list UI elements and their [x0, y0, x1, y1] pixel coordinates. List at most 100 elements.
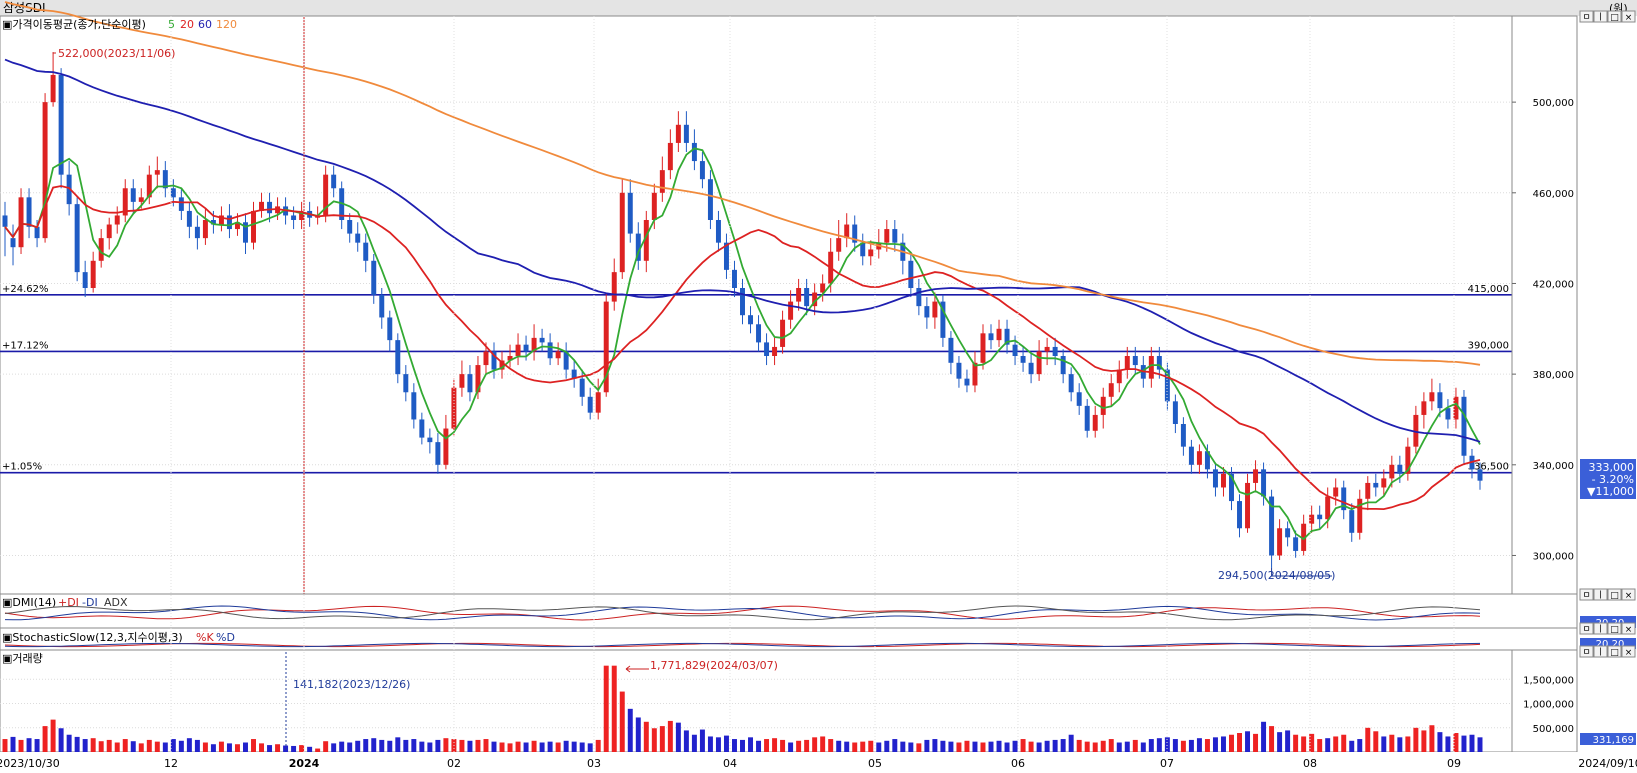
- stoch-lines: [4, 642, 1481, 648]
- candle-body: [1381, 478, 1387, 488]
- volume-bar: [1068, 734, 1074, 752]
- candle-body: [331, 174, 337, 189]
- volume-bar: [563, 740, 569, 752]
- candle-body: [571, 369, 577, 379]
- volume-bar: [1132, 739, 1138, 752]
- volume-bar: [731, 739, 737, 752]
- panel-control-icon: ×: [1625, 591, 1633, 601]
- candle-body: [643, 220, 649, 261]
- volume-bar: [876, 742, 882, 752]
- candle-body: [659, 170, 665, 193]
- candle-body: [651, 192, 657, 220]
- candle-body: [1285, 528, 1291, 538]
- panel-control-button: [1593, 10, 1608, 23]
- volume-bar: [1204, 739, 1210, 752]
- volume-bar: [315, 748, 321, 752]
- x-axis-label: 04: [723, 757, 737, 770]
- candle-body: [267, 201, 273, 214]
- high-annotation: 522,000(2023/11/06): [58, 47, 175, 60]
- volume-bar: [299, 745, 305, 752]
- volume-bar: [1124, 741, 1130, 752]
- volume-bar: [202, 742, 208, 752]
- hline-value: 415,000: [1468, 284, 1509, 295]
- volume-bar: [699, 729, 705, 752]
- panel-control-button: [1607, 588, 1622, 601]
- volume-bar: [715, 737, 721, 752]
- volume-bar: [18, 739, 24, 752]
- volume-bar: [459, 739, 465, 752]
- candle-body: [1357, 498, 1363, 533]
- volume-bar: [691, 734, 697, 752]
- candle-body: [467, 374, 473, 393]
- stoch-d-legend: %D: [216, 631, 235, 644]
- candle-body: [764, 342, 770, 356]
- volume-bar: [419, 741, 425, 752]
- volume-bar: [1421, 730, 1427, 752]
- volume-bars: [2, 665, 1483, 752]
- candle-body: [202, 220, 208, 239]
- candle-body: [1325, 496, 1331, 520]
- volume-bar: [796, 740, 802, 752]
- volume-bar: [635, 717, 641, 752]
- volume-pane[interactable]: [0, 649, 1578, 753]
- candle-body: [539, 337, 545, 343]
- price-axis: 300,000 340,000 380,000 420,000 460,000 500,0…: [1511, 16, 1574, 594]
- volume-bar: [619, 691, 625, 752]
- volume-bar: [467, 740, 473, 752]
- panel-control-button: [1593, 622, 1608, 635]
- volume-bar: [1373, 731, 1379, 752]
- volume-bar: [130, 741, 136, 752]
- volume-bar: [651, 728, 657, 752]
- panel-control-icon: ×: [1625, 648, 1633, 658]
- candle-body: [178, 197, 184, 211]
- volume-bar: [234, 744, 240, 752]
- panel-control-icon: ㅁ: [1582, 13, 1590, 23]
- volume-bar: [251, 739, 256, 752]
- volume-bar: [667, 720, 673, 752]
- candle-body: [1004, 328, 1010, 345]
- volume-bar: [34, 739, 40, 752]
- candle-body: [194, 226, 200, 239]
- stoch-k-legend: %K: [196, 631, 214, 644]
- volume-bar: [10, 736, 16, 752]
- candle-body: [1245, 482, 1251, 529]
- volume-bar: [435, 739, 441, 752]
- candle-body: [1156, 356, 1162, 370]
- x-axis-label: 06: [1011, 757, 1025, 770]
- hline-pct: +17.12%: [2, 340, 49, 351]
- candle-body: [940, 301, 946, 338]
- horizontal-lines[interactable]: +24.62% 415,000 +17.12% 390,000 +1.05% 336,50…: [0, 284, 1512, 474]
- price-tick-label: 420,000: [1533, 279, 1574, 290]
- candle-body: [1044, 346, 1050, 352]
- volume-bar: [571, 741, 577, 752]
- candle-body: [379, 294, 385, 318]
- candle-body: [1453, 396, 1459, 420]
- volume-bar: [1052, 739, 1058, 752]
- candle-body: [483, 351, 489, 366]
- candle-body: [1212, 469, 1218, 488]
- panel-control-button: [1607, 645, 1622, 658]
- volume-bar: [146, 739, 152, 752]
- candle-body: [780, 319, 786, 347]
- volume-bar: [1341, 734, 1347, 752]
- candle-body: [868, 249, 874, 257]
- panel-control-icon: □: [1610, 625, 1619, 635]
- volume-bar: [1477, 737, 1483, 752]
- volume-bar: [956, 742, 962, 752]
- candle-body: [363, 242, 369, 261]
- candle-body: [699, 161, 705, 180]
- price-tick-label: 300,000: [1533, 551, 1574, 562]
- ma-line: [4, 1, 1481, 366]
- panel-control-button: [1579, 622, 1594, 635]
- candle-body: [122, 188, 128, 216]
- volume-bar: [852, 742, 858, 752]
- volume-bar: [1076, 739, 1082, 752]
- candle-body: [1084, 405, 1090, 431]
- price-tick-label: 460,000: [1533, 189, 1574, 200]
- volume-bar: [948, 741, 954, 752]
- candle-body: [42, 102, 48, 239]
- panel-controls[interactable]: ㅁㅣ □ ×ㅁㅣ □ ×ㅁㅣ □ ×ㅁㅣ □ ×: [1579, 10, 1636, 658]
- candle-body: [459, 374, 465, 388]
- candle-body: [635, 233, 641, 261]
